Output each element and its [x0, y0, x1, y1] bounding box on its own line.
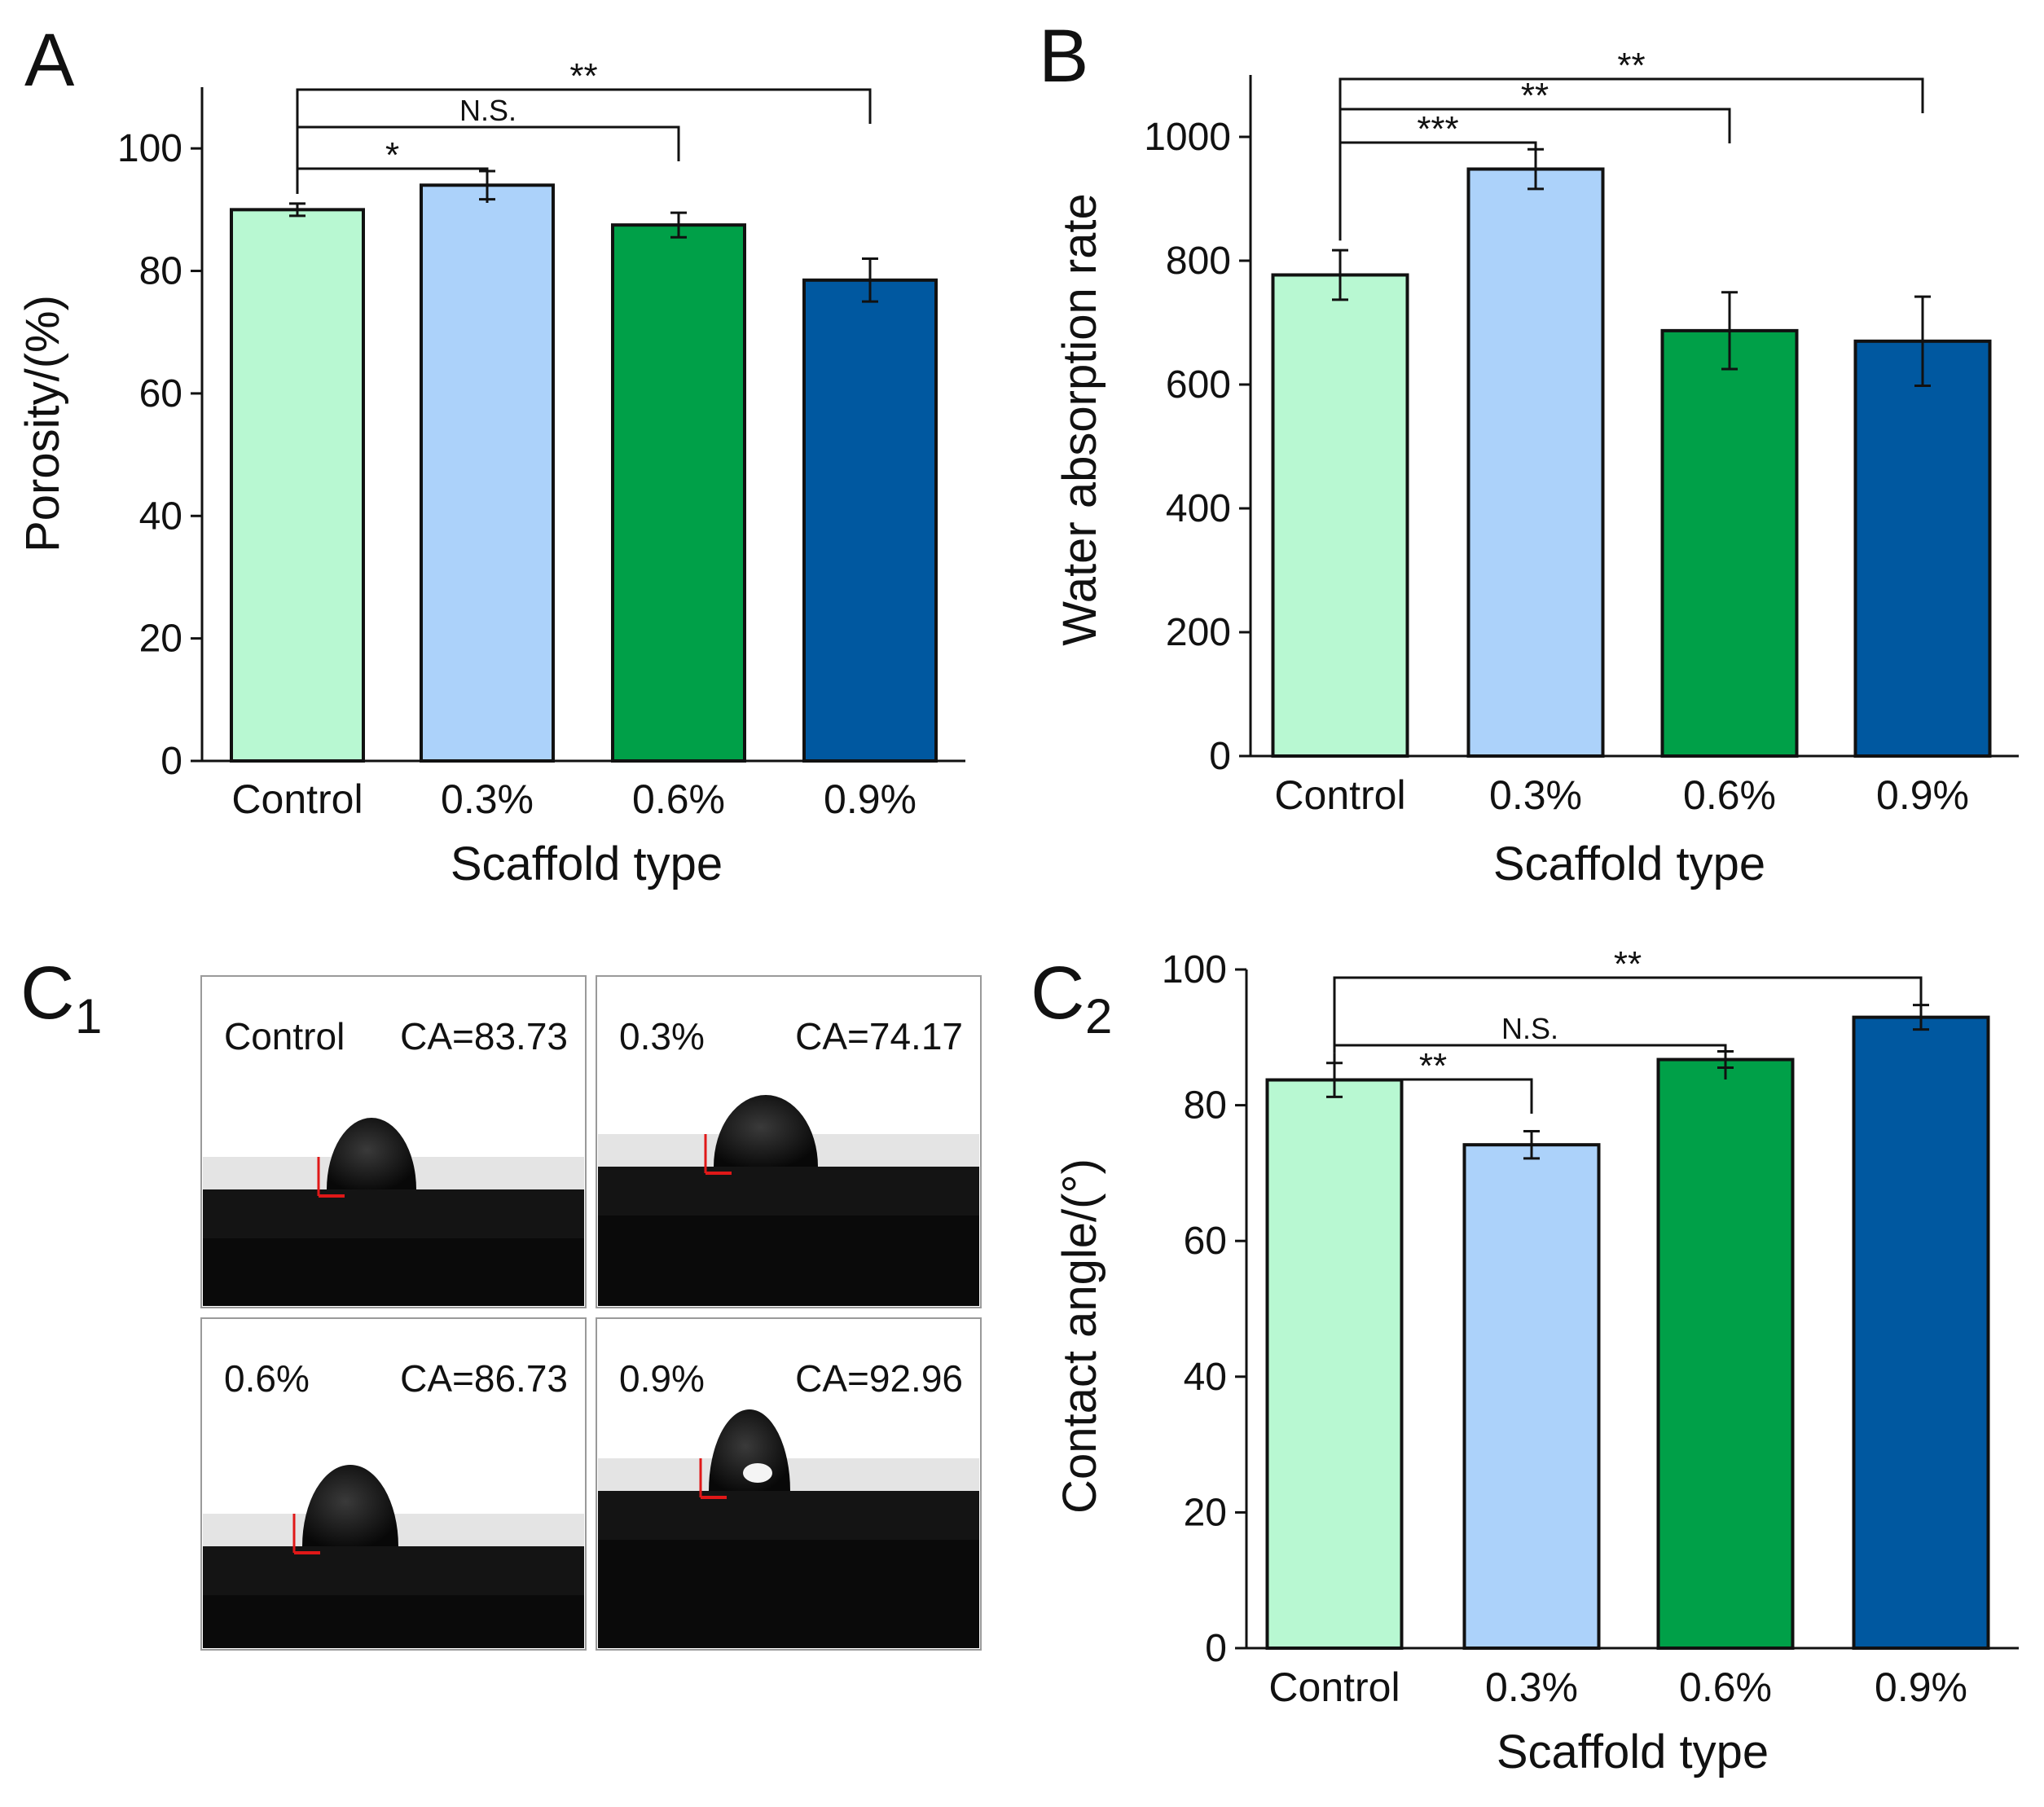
x-axis-title: Scaffold type: [1493, 838, 1765, 890]
bar-control: [1271, 273, 1409, 758]
panel-label-b: B: [1039, 15, 1088, 98]
y-tick-label: 600: [1166, 363, 1231, 407]
y-tick-label: 60: [139, 372, 182, 415]
bar-0-6pct: [1660, 328, 1799, 758]
significance-label: **: [1521, 76, 1549, 116]
photo-ca-label: CA=92.96: [795, 1357, 963, 1400]
y-tick-label: 0: [160, 740, 182, 783]
y-tick-label: 1000: [1144, 116, 1231, 159]
y-tick-label: 400: [1166, 487, 1231, 530]
y-tick-label: 20: [1184, 1491, 1227, 1534]
y-tick-label: 80: [139, 250, 182, 293]
category-label: 0.9%: [824, 776, 917, 822]
chart-porosity: 0 20 40 60 80 100 Control 0.3% 0.6% 0.9% * N.S. ** Po…: [16, 56, 965, 890]
significance-label: **: [1617, 46, 1645, 86]
significance-label: N.S.: [1501, 1012, 1558, 1045]
bar-0-3pct: [420, 183, 555, 763]
chart-contact-angle: 0 20 40 60 80 100 Control 0.3% 0.6% 0.9% ** N.S. ** C…: [1053, 944, 2019, 1778]
y-tick-label: 100: [117, 127, 182, 170]
photo-ca-label: CA=74.17: [795, 1015, 963, 1057]
category-label: 0.3%: [1489, 772, 1582, 818]
category-label: 0.6%: [1679, 1664, 1772, 1710]
photo-substrate-dark: [598, 1216, 979, 1306]
category-label: Control: [1268, 1664, 1400, 1710]
x-axis-title: Scaffold type: [451, 838, 723, 890]
significance-label: ***: [1417, 109, 1458, 149]
category-label: 0.6%: [1683, 772, 1776, 818]
y-tick-label: 0: [1205, 1627, 1227, 1670]
photo-ca-label: CA=86.73: [400, 1357, 568, 1400]
bar-0-6pct: [611, 223, 746, 763]
significance-bracket: [296, 88, 872, 194]
panel-label-c1-letter: C: [20, 952, 74, 1035]
photo-ca-label: CA=83.73: [400, 1015, 568, 1057]
panel-label-a: A: [24, 19, 75, 102]
significance-bracket: [1333, 976, 1923, 1053]
significance-label: N.S.: [459, 94, 516, 127]
droplet: [714, 1095, 818, 1167]
x-axis-title: Scaffold type: [1497, 1726, 1769, 1778]
contact-angle-photos: Control CA=83.73 0.3% CA=74.170.6% CA=86.73 0…: [200, 975, 982, 1651]
contact-angle-photo: 0.3% CA=74.17: [596, 975, 982, 1308]
y-axis-title: Porosity/(%): [16, 295, 69, 552]
bar-control: [230, 208, 365, 763]
y-tick-label: 20: [139, 618, 182, 661]
y-tick-label: 0: [1209, 735, 1231, 778]
droplet-highlight: [743, 1463, 772, 1483]
panel-label-c2-letter: C: [1031, 952, 1084, 1035]
contact-angle-photo: 0.6% CA=86.73: [200, 1317, 587, 1651]
significance-label: **: [1419, 1046, 1447, 1086]
category-label: Control: [231, 776, 363, 822]
photo-substrate-dark: [203, 1595, 584, 1648]
y-tick-label: 80: [1184, 1084, 1227, 1128]
photo-substrate-dark: [203, 1238, 584, 1306]
category-label: 0.3%: [441, 776, 534, 822]
photo-sample-label: 0.3%: [619, 1015, 705, 1057]
bar-0-6pct: [1656, 1057, 1795, 1650]
category-label: 0.3%: [1485, 1664, 1578, 1710]
panel-label-c1: C 1: [20, 952, 102, 1044]
bar-0-9pct: [1852, 1015, 1990, 1650]
significance-bracket: [1338, 77, 1924, 241]
photo-sample-label: 0.6%: [224, 1357, 310, 1400]
category-label: 0.9%: [1875, 1664, 1967, 1710]
category-label: 0.9%: [1876, 772, 1969, 818]
bar-0-3pct: [1466, 167, 1605, 758]
y-axis-title: Contact angle/(°): [1053, 1159, 1106, 1514]
significance-label: **: [569, 56, 597, 96]
significance-label: **: [1614, 944, 1642, 984]
panel-label-c2: C 2: [1031, 952, 1112, 1044]
photo-substrate-dark: [598, 1540, 979, 1648]
contact-angle-photo: 0.9% CA=92.96: [596, 1317, 982, 1651]
y-tick-label: 40: [1184, 1356, 1227, 1399]
bar-0-9pct: [802, 278, 938, 763]
y-axis-title: Water absorption rate: [1053, 193, 1106, 646]
significance-label: *: [385, 135, 399, 175]
y-tick-label: 200: [1166, 611, 1231, 654]
y-tick-label: 40: [139, 495, 182, 538]
y-tick-label: 800: [1166, 240, 1231, 283]
y-tick-label: 100: [1162, 948, 1227, 991]
panel-label-c2-subscript: 2: [1085, 989, 1112, 1044]
bar-0-9pct: [1853, 339, 1992, 758]
droplet: [302, 1465, 398, 1546]
panel-label-c1-subscript: 1: [75, 989, 102, 1044]
category-label: 0.6%: [632, 776, 725, 822]
bar-control: [1265, 1078, 1404, 1650]
droplet: [327, 1118, 416, 1189]
category-label: Control: [1274, 772, 1405, 818]
y-tick-label: 60: [1184, 1220, 1227, 1263]
significance-bracket: [1333, 1053, 1533, 1114]
bar-0-3pct: [1462, 1143, 1601, 1651]
photo-sample-label: 0.9%: [619, 1357, 705, 1400]
contact-angle-photo: Control CA=83.73: [200, 975, 587, 1308]
photo-sample-label: Control: [224, 1015, 345, 1057]
